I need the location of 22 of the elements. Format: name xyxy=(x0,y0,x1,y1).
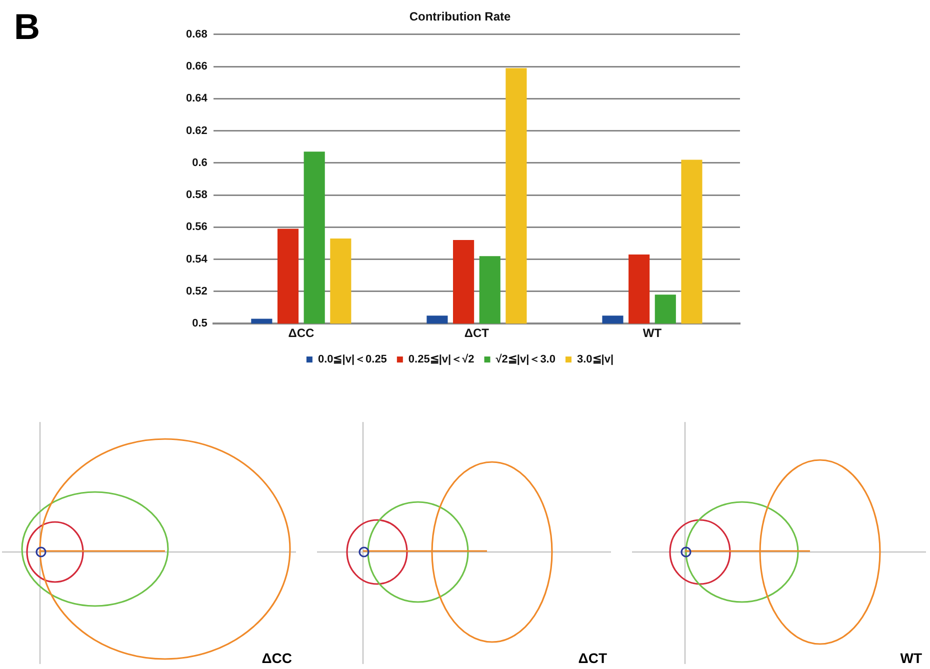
legend-label: 3.0≦|v| xyxy=(576,354,614,366)
y-tick-label: 0.58 xyxy=(186,189,208,202)
y-tick-label: 0.5 xyxy=(192,318,208,330)
chart-title: Contribution Rate xyxy=(409,10,511,24)
y-tick-label: 0.54 xyxy=(186,253,208,266)
y-tick-label: 0.6 xyxy=(192,156,208,169)
y-tick-label: 0.68 xyxy=(186,28,208,40)
y-tick-label: 0.62 xyxy=(186,124,208,137)
x-tick-label: ΔCC xyxy=(288,326,314,340)
y-tick-label: 0.56 xyxy=(186,221,208,234)
y-tick-label: 0.64 xyxy=(186,92,208,105)
text: ΔCT xyxy=(578,650,607,666)
x-tick-label: ΔCT xyxy=(464,326,490,340)
text: ΔCC xyxy=(262,650,292,666)
x-tick-label: WT xyxy=(642,326,662,340)
y-tick-label: 0.66 xyxy=(186,60,208,73)
legend-label: √2≦|v|＜3.0 xyxy=(496,354,556,366)
legend-label: 0.25≦|v|＜√2 xyxy=(408,354,474,366)
text: B xyxy=(14,6,40,48)
y-tick-label: 0.52 xyxy=(186,286,208,298)
text: WT xyxy=(900,650,922,666)
legend-label: 0.0≦|v|＜0.25 xyxy=(318,354,387,366)
